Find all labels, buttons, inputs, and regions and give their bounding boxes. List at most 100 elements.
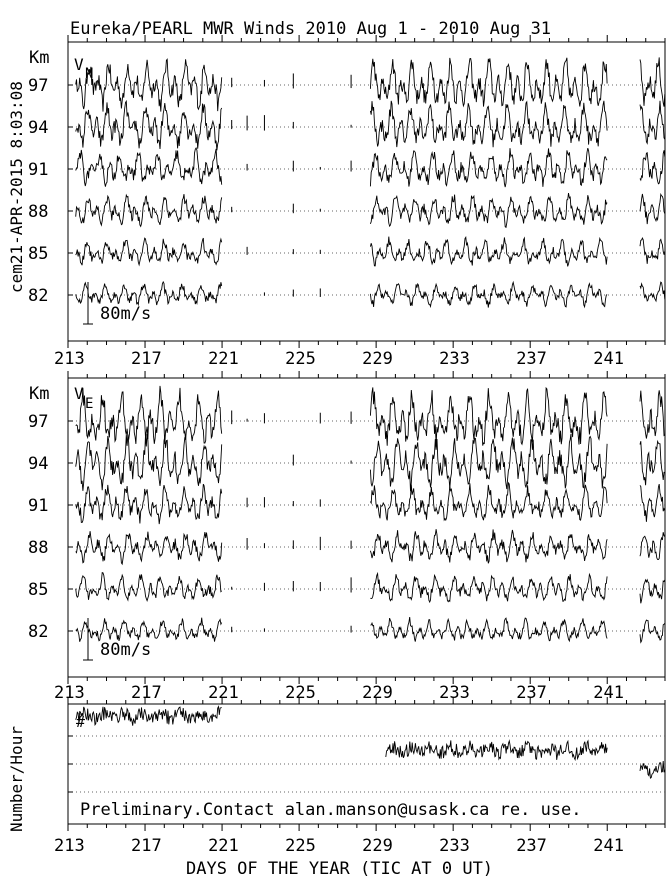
x-tick-label: 217 (131, 683, 162, 703)
x-tick-label: 237 (516, 683, 547, 703)
north-traces (75, 57, 666, 309)
wind-trace-88km (639, 532, 666, 560)
x-tick-label: 217 (131, 836, 162, 856)
height-tick-label: 88 (28, 202, 48, 222)
wind-trace-85km (639, 578, 666, 604)
wind-trace-97km (369, 57, 608, 108)
wind-trace-82km (369, 280, 608, 309)
height-tick-label: 97 (28, 76, 48, 96)
east-wind-panel: 97 94 91 88 85 82 Km V E 80m/s 213 217 221 225 22… (28, 371, 666, 703)
x-tick-label: 237 (516, 349, 547, 369)
east-x-ticks: 213 217 221 225 229 233 237 241 (54, 371, 666, 703)
wind-trace-85km (75, 571, 223, 602)
wind-trace-97km (369, 386, 608, 446)
height-tick-label: 94 (28, 454, 48, 474)
wind-trace-91km (639, 483, 666, 522)
east-component-subscript: E (85, 396, 93, 412)
north-component-label: V (74, 55, 84, 74)
run-stamp-label: cem21-APR-2015 8:03:08 (7, 81, 26, 293)
east-traces (75, 385, 666, 644)
wind-trace-91km (369, 147, 608, 188)
wind-trace-88km (75, 193, 223, 228)
count-symbol-label: # (76, 713, 85, 731)
count-trace (385, 739, 608, 762)
wind-trace-97km (75, 58, 223, 112)
height-tick-label: 97 (28, 412, 48, 432)
wind-trace-85km (369, 236, 608, 267)
x-tick-label: 229 (362, 836, 393, 856)
east-km-label: Km (29, 384, 49, 404)
wind-trace-82km (639, 619, 666, 644)
height-tick-label: 91 (28, 496, 48, 516)
north-grid (68, 84, 665, 296)
wind-trace-88km (75, 531, 223, 566)
height-tick-label: 94 (28, 118, 48, 138)
north-panel-frame (67, 41, 666, 342)
wind-trace-94km (639, 100, 666, 145)
north-component-subscript: N (85, 66, 93, 82)
north-height-ticks: 97 94 91 88 85 82 (28, 76, 73, 306)
wind-trace-97km (639, 390, 666, 439)
east-component-label: V (74, 384, 84, 403)
east-grid (68, 420, 665, 632)
x-tick-label: 241 (593, 349, 624, 369)
wind-trace-88km (369, 529, 608, 564)
wind-trace-82km (370, 617, 608, 643)
x-tick-label: 213 (54, 836, 85, 856)
x-tick-label: 237 (516, 836, 547, 856)
x-tick-label: 229 (362, 683, 393, 703)
x-tick-label: 241 (593, 683, 624, 703)
x-tick-label: 233 (439, 349, 470, 369)
wind-trace-91km (75, 483, 223, 525)
footer-note: Preliminary.Contact alan.manson@usask.ca… (80, 800, 582, 820)
wind-trace-91km (639, 150, 666, 185)
height-tick-label: 88 (28, 538, 48, 558)
wind-trace-88km (639, 192, 666, 225)
x-tick-label: 225 (285, 683, 316, 703)
count-panel: # Number/Hour Preliminary.Contact alan.m… (7, 697, 666, 856)
east-scale-bar-label: 80m/s (100, 640, 151, 660)
x-tick-label: 225 (285, 836, 316, 856)
x-tick-label: 213 (54, 349, 85, 369)
count-x-ticks: 213 217 221 225 229 233 237 241 (54, 697, 666, 856)
figure-title: Eureka/PEARL MWR Winds 2010 Aug 1 - 2010… (70, 19, 551, 39)
x-tick-label: 221 (208, 836, 239, 856)
north-km-label: Km (29, 48, 49, 68)
x-tick-label: 217 (131, 349, 162, 369)
wind-trace-85km (639, 237, 666, 264)
height-tick-label: 85 (28, 244, 48, 264)
x-tick-label: 233 (439, 683, 470, 703)
wind-trace-82km (75, 280, 223, 307)
wind-trace-94km (639, 439, 665, 486)
count-trace (639, 760, 666, 779)
height-tick-label: 91 (28, 160, 48, 180)
wind-trace-97km (75, 385, 223, 445)
east-height-ticks: 97 94 91 88 85 82 (28, 412, 73, 642)
north-scale-bar-label: 80m/s (100, 304, 151, 324)
east-panel-frame (67, 377, 666, 678)
count-ylabel: Number/Hour (7, 726, 26, 832)
count-traces (75, 705, 666, 779)
x-tick-label: 233 (439, 836, 470, 856)
north-wind-panel: 97 94 91 88 85 82 Km V N 80m/s 213 217 221 225 22… (28, 35, 666, 369)
x-tick-label: 213 (54, 683, 85, 703)
x-tick-label: 225 (285, 349, 316, 369)
x-tick-label: 221 (208, 683, 239, 703)
x-tick-label: 221 (208, 349, 239, 369)
height-tick-label: 82 (28, 286, 48, 306)
x-axis-label: DAYS OF THE YEAR (TIC AT 0 UT) (186, 859, 493, 877)
height-tick-label: 82 (28, 622, 48, 642)
wind-trace-85km (75, 237, 223, 267)
wind-trace-94km (75, 434, 223, 491)
wind-trace-82km (75, 617, 223, 642)
count-grid (68, 735, 665, 793)
wind-trace-91km (75, 146, 223, 187)
wind-trace-85km (370, 571, 608, 604)
count-trace (75, 705, 222, 727)
height-tick-label: 85 (28, 580, 48, 600)
wind-trace-94km (369, 100, 608, 148)
wind-trace-91km (370, 481, 608, 522)
wind-trace-94km (75, 99, 223, 151)
x-tick-label: 229 (362, 349, 393, 369)
